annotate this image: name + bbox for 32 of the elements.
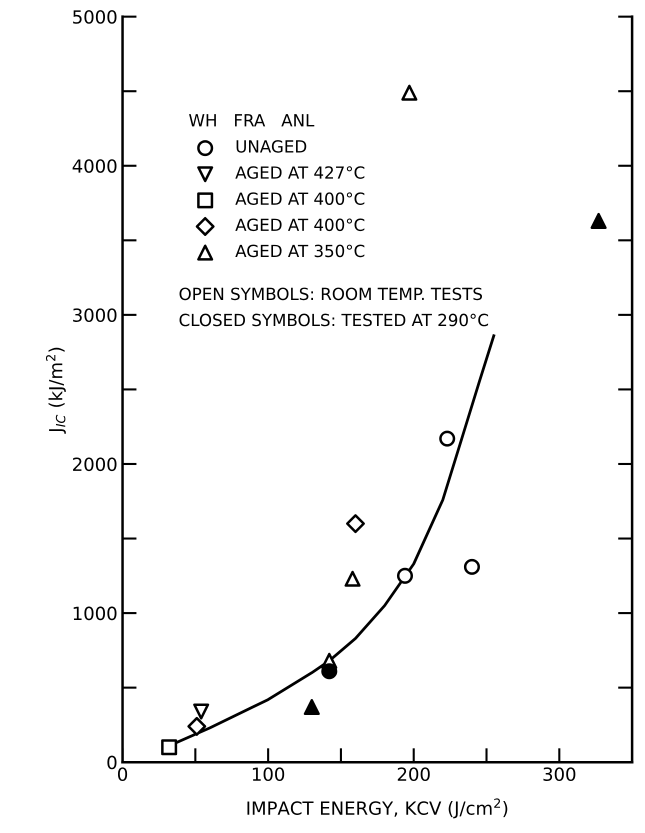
point xyxy=(396,568,414,584)
point xyxy=(464,558,480,575)
y-tick-label: 1000 xyxy=(74,606,116,620)
point xyxy=(439,430,456,447)
x-tick-label: 300 xyxy=(543,767,576,782)
y-tick-label: 3000 xyxy=(73,308,116,322)
y-tick-label: 5000 xyxy=(73,10,116,24)
annotation: CLOSED SYMBOLS: TESTED AT 290°C xyxy=(180,314,488,326)
annotation: OPEN SYMBOLS: ROOM TEMP. TESTS xyxy=(180,288,482,300)
point xyxy=(304,699,320,716)
point xyxy=(187,716,206,736)
legend-title: WH FRA ANL xyxy=(189,114,314,126)
legend-label: AGED AT 400°C xyxy=(235,192,364,205)
x-tick-label: 100 xyxy=(252,767,284,782)
point xyxy=(161,739,178,756)
point xyxy=(590,212,607,229)
point xyxy=(321,663,338,680)
x-tick-label: 0 xyxy=(118,767,128,782)
legend-label: AGED AT 427°C xyxy=(235,166,364,179)
point xyxy=(346,514,365,534)
y-tick-label: 0 xyxy=(107,756,116,770)
legend-label: UNAGED xyxy=(236,140,306,153)
point xyxy=(193,703,210,720)
legend-label: AGED AT 400°C xyxy=(235,218,364,232)
point xyxy=(401,84,418,101)
legend-label: AGED AT 350°C xyxy=(235,244,364,258)
y-tick-label: 2000 xyxy=(73,457,116,472)
x-tick-label: 200 xyxy=(398,767,430,782)
x-axis-title: IMPACT ENERGY, KCV (J/cm$^{2}$) xyxy=(247,798,508,818)
y-tick-label: 4000 xyxy=(72,159,116,173)
point xyxy=(344,570,361,587)
y-axis-title: J$_{IC}$ (kJ/m$^{2}$) xyxy=(46,348,66,434)
